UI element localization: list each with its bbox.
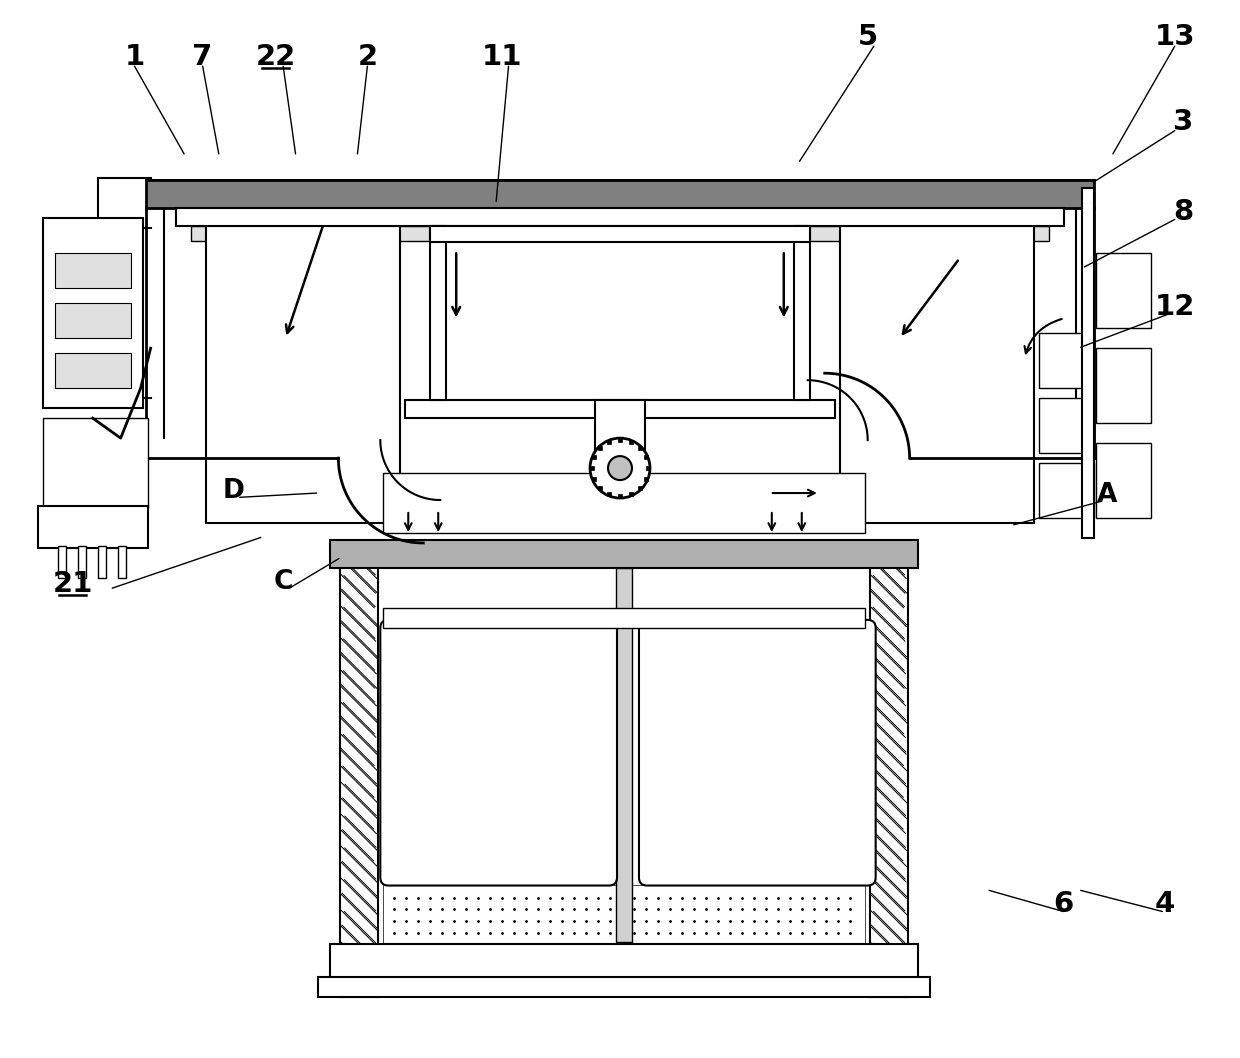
Bar <box>616 568 632 943</box>
Text: 12: 12 <box>1154 293 1195 322</box>
Text: D: D <box>223 478 244 504</box>
Bar <box>145 181 1095 208</box>
Text: 5: 5 <box>858 22 878 51</box>
Bar <box>330 945 918 983</box>
Bar <box>55 353 130 388</box>
Bar <box>383 884 864 945</box>
Text: 13: 13 <box>1154 22 1195 51</box>
Bar <box>839 226 1034 523</box>
Bar <box>595 400 645 523</box>
Text: A: A <box>1096 482 1117 508</box>
Circle shape <box>590 438 650 498</box>
Bar <box>58 546 66 578</box>
Bar <box>430 226 446 400</box>
Text: 3: 3 <box>1173 108 1194 136</box>
Bar <box>430 226 810 242</box>
Bar <box>1096 348 1151 423</box>
Bar <box>55 304 130 339</box>
Text: 7: 7 <box>192 42 213 71</box>
Bar <box>1096 443 1151 518</box>
Text: 8: 8 <box>1173 198 1194 226</box>
Text: C: C <box>274 569 293 595</box>
Bar <box>319 978 930 998</box>
Bar <box>1039 398 1095 453</box>
Bar <box>78 546 86 578</box>
Bar <box>869 548 908 998</box>
Bar <box>405 400 835 418</box>
Bar <box>383 473 864 533</box>
Bar <box>206 226 401 523</box>
Bar <box>118 546 125 578</box>
Bar <box>383 608 864 627</box>
Bar <box>55 253 130 289</box>
Text: 2: 2 <box>357 42 377 71</box>
Bar <box>1039 333 1095 388</box>
FancyBboxPatch shape <box>381 620 618 886</box>
Text: 6: 6 <box>1053 890 1074 918</box>
Bar <box>191 226 1049 241</box>
Bar <box>42 218 143 408</box>
Bar <box>330 540 918 568</box>
Bar <box>37 506 148 548</box>
Text: 22: 22 <box>255 42 296 71</box>
Bar <box>98 546 105 578</box>
Bar <box>794 226 810 400</box>
Bar <box>1039 463 1095 518</box>
Text: 21: 21 <box>52 570 93 598</box>
Text: 4: 4 <box>1154 890 1176 918</box>
Text: 1: 1 <box>124 42 145 71</box>
Text: 11: 11 <box>482 42 522 71</box>
Bar <box>176 208 1064 226</box>
Bar <box>340 548 378 998</box>
Bar <box>1096 253 1151 328</box>
FancyBboxPatch shape <box>639 620 875 886</box>
Circle shape <box>608 456 632 480</box>
Bar <box>42 418 148 508</box>
Bar <box>1083 188 1095 537</box>
